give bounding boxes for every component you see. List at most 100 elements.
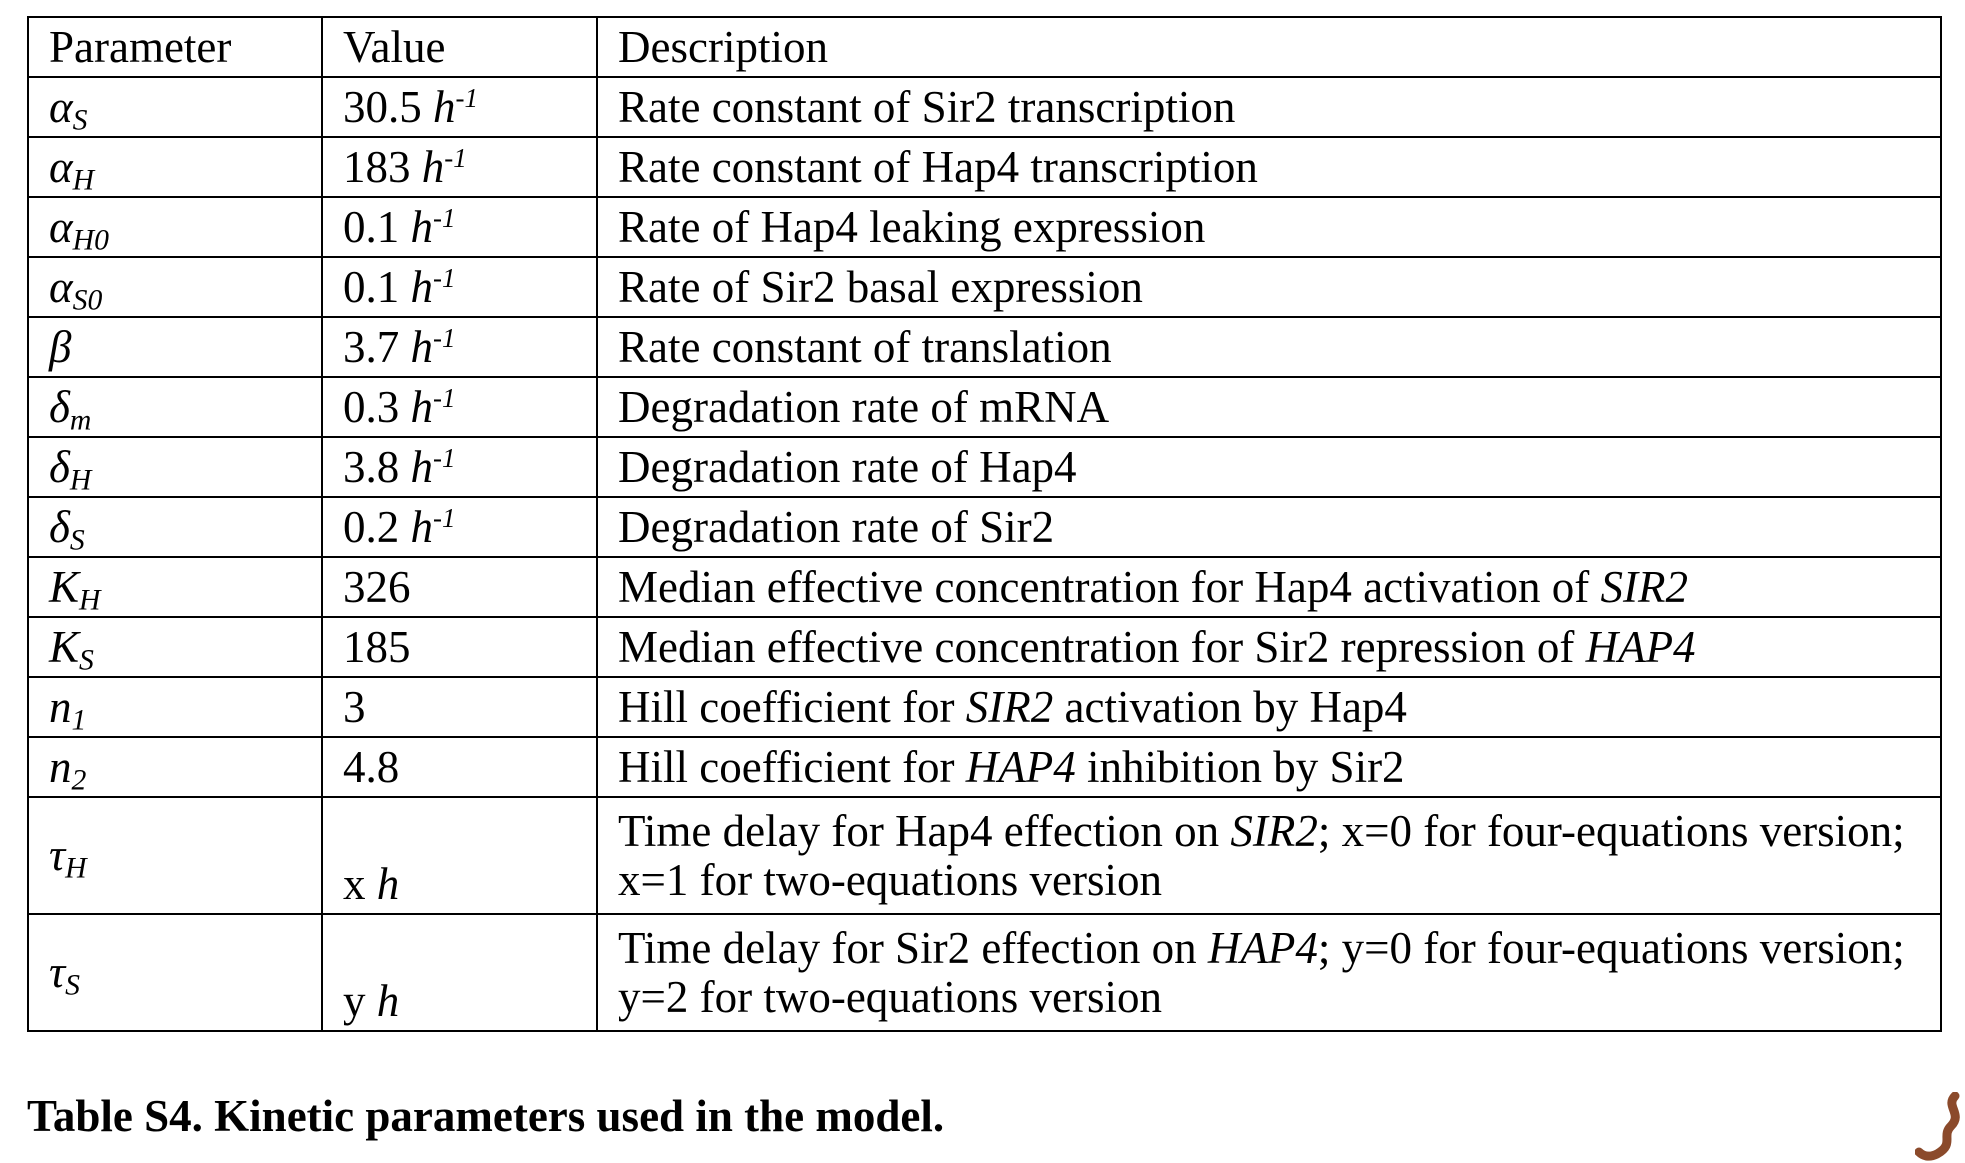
unit-base: h [376,976,400,1027]
value-number: 4.8 [343,741,400,792]
gene-name-italic: HAP4 [1585,621,1696,672]
parameter-symbol: αH [49,142,94,195]
value-cell: 0.3 h-1 [321,376,598,438]
parameter-symbol: αS [49,81,87,135]
description-text: Degradation rate of mRNA [618,381,1110,432]
parameter-symbol: β [49,322,71,372]
parameter-cell: αS [27,76,323,138]
value-number: 0.1 [343,201,400,252]
parameter-symbol: n2 [49,741,86,795]
symbol-base: n [49,741,72,792]
symbol-base: β [49,321,72,372]
value-cell: 0.1 h-1 [321,196,598,258]
symbol-base: n [49,681,72,732]
description-text: Rate constant of Sir2 transcription [618,81,1236,132]
table-row: δS 0.2 h-1 Degradation rate of Sir2 [27,496,1942,558]
description-text: Rate constant of translation [618,321,1112,372]
value-unit: h-1 [411,262,456,312]
parameter-cell: n1 [27,676,323,738]
parameter-cell: δS [27,496,323,558]
unit-exponent: -1 [433,322,456,353]
parameter-symbol: τS [49,947,80,1001]
table-row: αH 183 h-1 Rate constant of Hap4 transcrip… [27,136,1942,198]
symbol-base: τ [49,947,66,998]
parameter-cell: αS0 [27,256,323,318]
value-cell: 183 h-1 [321,136,598,198]
table-row: δH 3.8 h-1 Degradation rate of Hap4 [27,436,1942,498]
value-number: 326 [343,561,411,612]
symbol-subscript: H0 [72,224,109,257]
symbol-subscript: S [65,969,80,1002]
description-text: activation by Hap4 [1053,681,1407,732]
value-unit: h-1 [411,442,456,492]
description-text: Rate of Sir2 basal expression [618,261,1143,312]
value-cell: x h [321,796,598,915]
unit-base: h [421,141,445,192]
unit-base: h [410,381,434,432]
value-number: x [343,859,366,910]
table-row: n2 4.8 Hill coefficient for HAP4 inhibitio… [27,736,1942,798]
description-cell: Rate constant of translation [596,316,1942,378]
parameter-cell: β [27,316,323,378]
value-unit: h [377,859,400,909]
parameter-cell: KS [27,616,323,678]
symbol-base: δ [49,381,70,432]
squiggle-decoration-icon [1915,1092,1960,1161]
value-number: 183 [343,141,411,192]
symbol-base: K [49,621,80,672]
description-cell: Degradation rate of mRNA [596,376,1942,438]
symbol-base: δ [49,441,70,492]
parameter-symbol: αS0 [49,261,102,315]
value-number: 3 [343,681,366,732]
symbol-subscript: H [79,584,101,617]
description-cell: Hill coefficient for HAP4 inhibition by … [596,736,1942,798]
parameter-cell: τS [27,913,323,1032]
value-unit: h [377,976,400,1026]
symbol-subscript: 2 [71,764,87,797]
value-number: 185 [343,621,411,672]
parameter-cell: τH [27,796,323,915]
value-cell: 326 [321,556,598,618]
table-row: n1 3 Hill coefficient for SIR2 activation … [27,676,1942,738]
unit-exponent: -1 [444,142,467,173]
description-text: Median effective concentration for Sir2 … [618,621,1586,672]
gene-name-italic: SIR2 [1230,805,1318,856]
table-row: τH x h Time delay for Hap4 effection on SI… [27,796,1942,915]
description-text: Degradation rate of Hap4 [618,441,1077,492]
header-value: Value [321,16,598,78]
symbol-base: α [49,81,73,132]
header-parameter: Parameter [27,16,323,78]
table-header-row: Parameter Value Description [27,16,1942,78]
value-unit: h-1 [411,502,456,552]
value-cell: 0.2 h-1 [321,496,598,558]
value-cell: 3.8 h-1 [321,436,598,498]
unit-exponent: -1 [433,382,456,413]
parameter-symbol: KS [49,621,94,675]
table-row: τS y h Time delay for Sir2 effection on HA… [27,913,1942,1032]
value-cell: 30.5 h-1 [321,76,598,138]
symbol-subscript: H [65,852,87,885]
unit-exponent: -1 [433,262,456,293]
symbol-subscript: 1 [71,704,87,737]
unit-exponent: -1 [433,202,456,233]
value-cell: 4.8 [321,736,598,798]
symbol-subscript: H [69,464,92,497]
description-cell: Median effective concentration for Sir2 … [596,616,1942,678]
value-unit: h-1 [433,82,478,132]
value-unit: h-1 [411,322,456,372]
gene-name-italic: HAP4 [965,741,1076,792]
value-number: y [343,976,366,1027]
symbol-base: α [49,261,73,312]
description-cell: Time delay for Hap4 effection on SIR2; x… [596,796,1942,915]
unit-base: h [410,501,434,552]
value-number: 0.2 [343,501,400,552]
parameter-cell: KH [27,556,323,618]
description-text: Median effective concentration for Hap4 … [618,561,1601,612]
value-cell: 3.7 h-1 [321,316,598,378]
description-cell: Rate of Sir2 basal expression [596,256,1942,318]
table-row: αS0 0.1 h-1 Rate of Sir2 basal expression [27,256,1942,318]
description-cell: Rate of Hap4 leaking expression [596,196,1942,258]
table-row: αH0 0.1 h-1 Rate of Hap4 leaking expressio… [27,196,1942,258]
gene-name-italic: SIR2 [1600,561,1688,612]
description-text: Rate of Hap4 leaking expression [618,201,1206,252]
